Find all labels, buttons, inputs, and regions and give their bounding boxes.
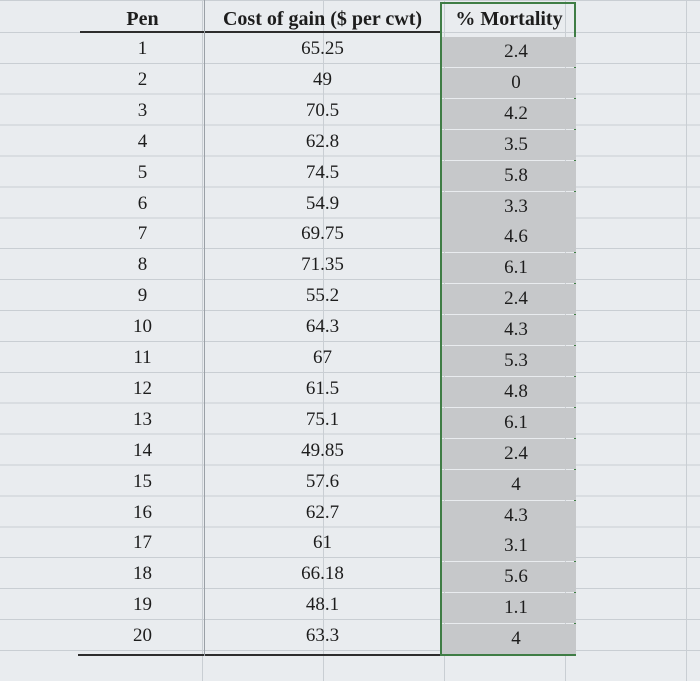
column-divider: [204, 0, 205, 656]
pen-cell: 3: [137, 99, 148, 121]
mortality-cell: 5.6: [442, 562, 576, 593]
pen-cell: 13: [133, 408, 152, 430]
pen-cell: 5: [137, 161, 148, 183]
pen-cell: 14: [133, 439, 152, 461]
cost-cell: 69.75: [301, 223, 344, 245]
cost-cell: 74.5: [305, 161, 340, 183]
mortality-cell: 4.3: [442, 500, 576, 531]
mortality-cell: 3.1: [442, 531, 576, 562]
bottom-rule: [78, 654, 442, 656]
cost-cell: 67: [313, 347, 332, 368]
cost-cell: 64.3: [305, 316, 340, 338]
cost-cell: 49: [313, 68, 332, 90]
cost-cell: 61.5: [305, 377, 340, 399]
pen-cell: 10: [133, 316, 152, 338]
pen-cell: 19: [133, 594, 152, 616]
mortality-cell: 4.2: [442, 98, 576, 129]
pen-cell: 16: [133, 501, 152, 523]
pen-cell: 9: [137, 285, 148, 307]
mortality-cell: 5.8: [442, 160, 576, 191]
mortality-cell: 6.1: [442, 253, 576, 284]
cost-cell: 71.35: [301, 254, 344, 276]
pen-cell: 2: [137, 68, 148, 90]
pen-cell: 1: [137, 38, 148, 59]
cost-cell: 54.9: [305, 192, 340, 214]
cost-cell: 66.18: [301, 563, 344, 585]
mortality-cell: 4: [442, 469, 576, 500]
cost-cell: 63.3: [305, 625, 340, 647]
mortality-cell: 5.3: [442, 346, 576, 376]
pen-cell: 7: [137, 223, 148, 245]
cost-cell: 70.5: [305, 99, 340, 121]
mortality-cell: 4.8: [442, 376, 576, 407]
mortality-cell: 1.1: [442, 593, 576, 624]
cost-cell: 75.1: [305, 408, 340, 430]
column-header: % Mortality: [455, 8, 563, 30]
cost-cell: 49.85: [301, 439, 344, 461]
mortality-cell: 6.1: [442, 407, 576, 438]
cost-cell: 61: [313, 532, 332, 554]
pen-cell: 18: [133, 563, 152, 585]
mortality-cell: 0: [442, 67, 576, 98]
cost-cell: 57.6: [305, 470, 340, 492]
mortality-cell: 3.3: [442, 191, 576, 222]
cost-cell: 48.1: [305, 594, 340, 616]
mortality-cell: 4.6: [442, 222, 576, 253]
column-header: Pen: [126, 8, 159, 30]
cost-cell: 62.8: [305, 130, 340, 152]
cost-cell: 62.7: [305, 501, 340, 523]
mortality-cell: 4: [442, 624, 576, 655]
pen-cell: 17: [133, 532, 152, 554]
mortality-cell: 2.4: [442, 284, 576, 315]
pen-cell: 15: [133, 470, 152, 492]
pen-cell: 4: [137, 130, 148, 152]
pen-cell: 8: [137, 254, 148, 276]
header-rule: [80, 31, 440, 33]
pen-cell: 6: [137, 192, 148, 214]
pen-cell: 11: [133, 347, 152, 368]
pen-cell: 12: [133, 377, 152, 399]
cost-cell: 65.25: [301, 38, 344, 59]
pen-cell: 20: [133, 625, 152, 647]
column-header: Cost of gain ($ per cwt): [222, 8, 423, 30]
mortality-cell: 3.5: [442, 129, 576, 160]
mortality-cell: 2.4: [442, 438, 576, 469]
mortality-cell: 2.4: [442, 37, 576, 67]
mortality-cell: 4.3: [442, 315, 576, 346]
cost-cell: 55.2: [305, 285, 340, 307]
